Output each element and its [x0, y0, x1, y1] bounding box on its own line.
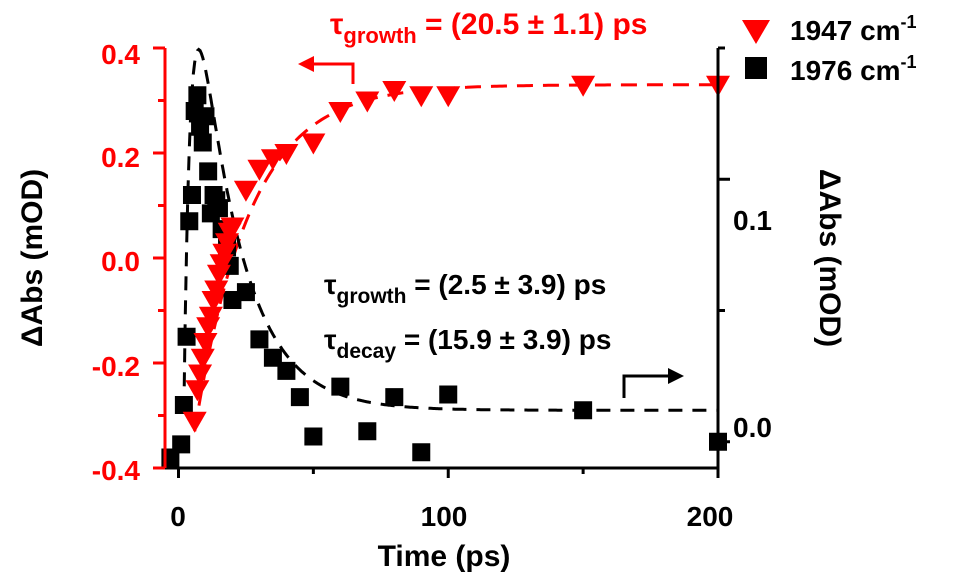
right-axis-arrow: [622, 368, 684, 398]
legend-label-1976: 1976 cm-1: [790, 52, 917, 86]
point-1976: [277, 361, 296, 380]
point-1976: [385, 388, 404, 407]
annotation-red-tau: τ: [330, 8, 343, 41]
point-1947: [185, 380, 210, 402]
left-axis-arrow-path: [310, 62, 355, 84]
point-1976: [290, 388, 309, 407]
point-1976: [236, 283, 255, 302]
right-axis-arrow-path: [622, 374, 670, 398]
point-1947: [193, 333, 218, 354]
y-right-tick-label-0.0: 0.0: [733, 412, 772, 443]
annotation-black-decay: τdecay = (15.9 ± 3.9) ps: [324, 324, 611, 363]
legend-label-1947-main: 1947 cm: [790, 15, 901, 46]
left-y-axis-title: ΔAbs (mOD): [16, 169, 49, 347]
y-right-tick-label-0.1: 0.1: [733, 205, 772, 236]
annotation-black-decay-tau: τ: [324, 324, 337, 355]
point-1947: [182, 411, 207, 433]
point-1947: [260, 149, 285, 171]
point-1976: [199, 162, 218, 181]
point-1947: [212, 243, 237, 265]
point-1947: [215, 233, 240, 255]
point-1947: [204, 280, 229, 302]
point-1947: [190, 348, 215, 370]
y-left-tick-label-0.2: 0.2: [101, 142, 140, 173]
y-left-tick-label-0.0: 0.0: [101, 246, 140, 277]
point-1976: [304, 427, 323, 446]
legend-marker-square: [745, 57, 767, 79]
annotation-red-subscript: growth: [343, 23, 416, 48]
data-markers: [161, 75, 730, 467]
annotation-black-growth-tau: τ: [324, 269, 337, 300]
legend-label-1976-main: 1976 cm: [790, 55, 901, 86]
point-1976: [439, 385, 458, 404]
point-1976: [250, 330, 269, 349]
y-left-tick-label-neg0.2: -0.2: [92, 351, 140, 382]
legend: 1947 cm-1 1976 cm-1: [742, 12, 917, 86]
fit-curve-1976: [182, 47, 718, 412]
point-1976: [574, 401, 593, 420]
point-1947: [196, 317, 221, 339]
legend-label-1976-superscript: -1: [901, 52, 917, 72]
legend-label-1947: 1947 cm-1: [790, 12, 917, 46]
right-axis-arrow-head: [668, 368, 684, 384]
point-1947: [247, 159, 272, 181]
y-left-tick-label-0.4: 0.4: [101, 39, 140, 70]
point-1947: [274, 144, 299, 165]
point-1976: [177, 327, 196, 346]
annotation-black-decay-subscript: decay: [337, 340, 397, 363]
point-1976: [209, 199, 228, 218]
point-1976: [180, 212, 199, 231]
annotation-red-value: = (20.5 ± 1.1) ps: [417, 8, 648, 41]
legend-marker-triangle: [742, 20, 770, 44]
point-1947: [188, 364, 213, 386]
point-1976: [174, 396, 193, 414]
point-1947: [436, 86, 461, 108]
axis-ticks: [153, 46, 730, 478]
point-1976: [172, 435, 191, 454]
point-1947: [233, 180, 258, 202]
point-1947: [409, 86, 434, 108]
x-tick-label-200: 200: [687, 501, 734, 532]
annotation-black-decay-value: = (15.9 ± 3.9) ps: [396, 324, 611, 355]
axes-frame: [163, 48, 720, 470]
point-1976: [358, 422, 377, 441]
point-1947: [328, 102, 353, 123]
point-1947: [201, 291, 226, 312]
x-tick-label-0: 0: [170, 501, 186, 532]
left-axis-arrow-head: [298, 56, 314, 72]
point-1976: [182, 186, 201, 204]
left-axis-arrow: [298, 56, 355, 84]
fit-curve-1947: [193, 83, 718, 432]
annotation-black-growth: τgrowth = (2.5 ± 3.9) ps: [324, 269, 606, 308]
y-left-tick-label-neg0.4: -0.4: [92, 455, 141, 486]
x-tick-label-100: 100: [421, 501, 468, 532]
legend-label-1947-superscript: -1: [901, 12, 917, 32]
point-1947: [355, 91, 380, 113]
point-1976: [196, 107, 215, 126]
x-axis-title: Time (ps): [378, 540, 511, 573]
annotation-black-growth-value: = (2.5 ± 3.9) ps: [406, 269, 606, 300]
point-1976: [188, 86, 207, 105]
point-1947: [198, 306, 223, 328]
point-1947: [382, 81, 407, 102]
point-1976: [412, 443, 431, 462]
point-1976: [331, 377, 350, 396]
point-1947: [301, 133, 326, 155]
point-1947: [209, 254, 234, 276]
annotation-red-growth: τgrowth = (20.5 ± 1.1) ps: [330, 8, 647, 48]
annotation-black-growth-subscript: growth: [337, 285, 407, 308]
point-1947: [220, 217, 245, 239]
point-1976: [193, 133, 212, 152]
point-1947: [571, 75, 596, 97]
point-1947: [206, 264, 231, 286]
fit-curves: [182, 47, 718, 432]
right-y-axis-title: ΔAbs (mOD): [813, 169, 846, 347]
